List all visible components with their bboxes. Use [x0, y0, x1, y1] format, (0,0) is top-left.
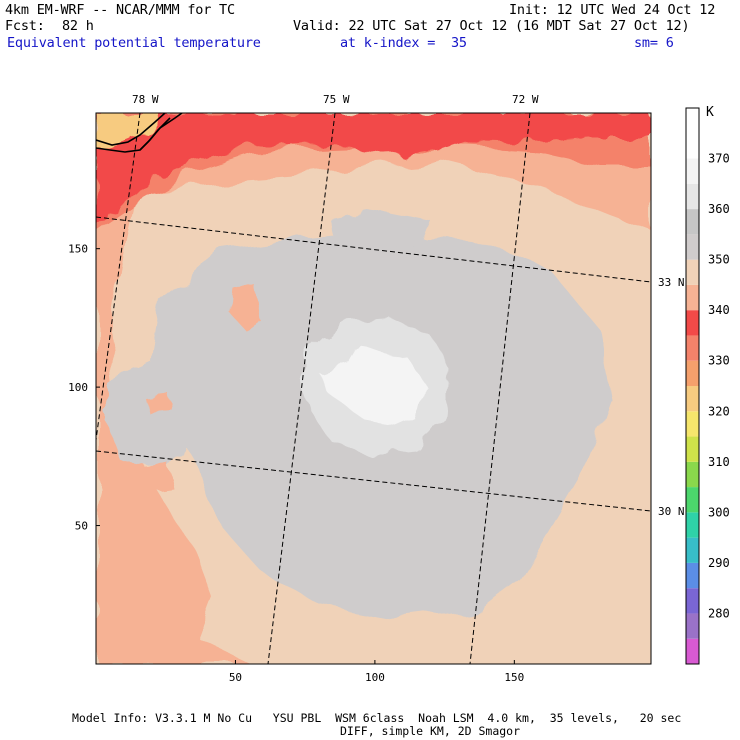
coastline [96, 113, 183, 153]
colorbar-swatch [686, 436, 699, 462]
field-sw-band [96, 560, 220, 664]
lon-label-78w: 78 W [132, 93, 159, 106]
colorbar-swatch [686, 335, 699, 361]
colorbar-frame [685, 107, 700, 665]
axis-ticks: 50 100 150 50 100 150 [68, 243, 524, 684]
colorbar-swatch [686, 108, 699, 134]
y-tick-label: 50 [75, 520, 88, 533]
colorbar-swatch [686, 512, 699, 538]
lon-label-72w: 72 W [512, 93, 539, 106]
field-nw-corner [96, 113, 160, 150]
colorbar-swatch [686, 487, 699, 513]
lat-label-33n: 33 N [658, 276, 685, 289]
field-name: Equivalent potential temperature [7, 35, 261, 51]
colorbar-label: 280 [708, 606, 730, 620]
init-time: Init: 12 UTC Wed 24 Oct 12 [509, 2, 716, 18]
field-eye-core [318, 345, 425, 425]
colorbar-swatch [686, 613, 699, 639]
lat-label-30n: 30 N [658, 505, 685, 518]
colorbar-swatch [686, 537, 699, 563]
x-tick-label: 50 [229, 671, 242, 684]
y-tick-label: 100 [68, 381, 88, 394]
colorbar-label: 290 [708, 556, 730, 570]
colorbar-units: K [706, 105, 714, 120]
colorbar-swatch [686, 158, 699, 184]
colorbar-swatch [686, 284, 699, 311]
map-frame [95, 112, 652, 665]
forecast-label: Fcst: [5, 18, 45, 34]
field-salmon-island-2 [125, 465, 175, 495]
colorbar-label: 340 [708, 303, 730, 317]
valid-time: Valid: 22 UTC Sat 27 Oct 12 (16 MDT Sat … [293, 18, 690, 34]
colorbar-swatch [686, 234, 699, 260]
colorbar-swatch [686, 360, 699, 386]
colorbar-swatch [686, 461, 699, 488]
lat-lon-grid [96, 113, 651, 664]
colorbar-swatch [686, 183, 699, 210]
lon-label-75w: 75 W [323, 93, 350, 106]
colorbar-label: 330 [708, 354, 730, 368]
field-salmon-island-3 [145, 395, 172, 412]
x-tick-label: 100 [365, 671, 385, 684]
model-physics: DIFF, simple KM, 2D Smagor [340, 724, 521, 738]
colorbar: 280 290 300 310 320 330 340 350 360 370 [685, 107, 730, 665]
colorbar-swatch [686, 562, 699, 589]
field-gray-patch-north [330, 210, 430, 248]
colorbar-label: 300 [708, 505, 730, 519]
colorbar-swatch [686, 411, 699, 437]
y-tick-label: 150 [68, 243, 88, 256]
smoothing-label: sm= 6 [634, 35, 674, 51]
colorbar-label: 350 [708, 253, 730, 267]
colorbar-label: 360 [708, 202, 730, 216]
field-west-band [96, 150, 250, 664]
colorbar-swatch [686, 386, 699, 412]
colorbar-swatch [686, 588, 699, 614]
model-info: Model Info: V3.3.1 M No Cu YSU PBL WSM 6… [72, 711, 682, 725]
colorbar-swatch [686, 133, 699, 159]
model-title: 4km EM-WRF -- NCAR/MMM for TC [5, 2, 235, 18]
colorbar-swatch [686, 209, 699, 235]
colorbar-swatch [686, 310, 699, 336]
theta-e-field [96, 113, 651, 664]
colorbar-label: 370 [708, 152, 730, 166]
x-tick-label: 150 [504, 671, 524, 684]
colorbar-label: 320 [708, 404, 730, 418]
field-gray-patch-west [105, 360, 200, 470]
level-label: at k-index = 35 [340, 35, 467, 51]
colorbar-label: 310 [708, 455, 730, 469]
forecast-hour: 82 h [62, 18, 94, 34]
field-salmon-island-1 [232, 285, 260, 330]
colorbar-swatch [686, 259, 699, 285]
field-red-band [96, 113, 651, 225]
colorbar-swatch [686, 638, 699, 664]
